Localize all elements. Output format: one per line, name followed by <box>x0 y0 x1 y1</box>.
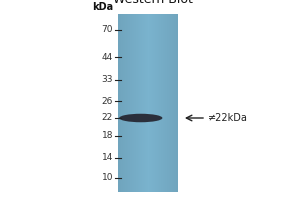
Text: 18: 18 <box>101 132 113 140</box>
Text: kDa: kDa <box>92 2 113 12</box>
Text: Western Blot: Western Blot <box>113 0 193 6</box>
Text: 44: 44 <box>102 52 113 62</box>
Text: ≠22kDa: ≠22kDa <box>208 113 248 123</box>
Text: 26: 26 <box>102 97 113 106</box>
Text: 22: 22 <box>102 114 113 122</box>
Ellipse shape <box>119 114 162 122</box>
Text: 70: 70 <box>101 25 113 34</box>
Text: 14: 14 <box>102 154 113 162</box>
Text: 10: 10 <box>101 173 113 182</box>
Text: 33: 33 <box>101 75 113 84</box>
